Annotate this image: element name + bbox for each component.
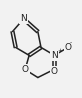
- Text: N: N: [51, 51, 58, 60]
- Text: O: O: [51, 67, 58, 76]
- Text: O: O: [22, 65, 29, 74]
- Text: N: N: [20, 14, 27, 23]
- Text: O: O: [64, 43, 71, 52]
- Text: +: +: [57, 48, 62, 53]
- Text: -: -: [70, 40, 72, 45]
